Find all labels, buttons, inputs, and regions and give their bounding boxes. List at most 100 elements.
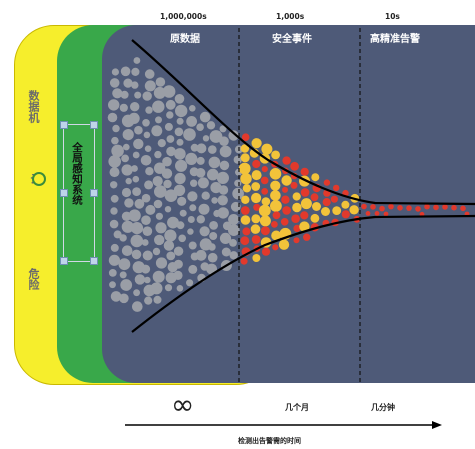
data-dot <box>150 282 163 295</box>
data-dot <box>303 233 311 241</box>
data-dot <box>176 117 184 125</box>
resize-handle[interactable] <box>60 257 68 265</box>
data-dot <box>228 224 240 236</box>
data-dot <box>290 181 298 189</box>
axis-label: 检测出告警需的时间 <box>238 437 301 445</box>
data-dot <box>322 198 331 207</box>
data-dot <box>207 168 219 181</box>
data-dot <box>238 162 251 175</box>
data-dot <box>121 220 134 233</box>
data-dot <box>292 192 301 201</box>
data-dot <box>145 167 154 176</box>
data-dot <box>189 204 197 212</box>
data-dot <box>111 68 119 76</box>
data-dot <box>260 176 269 185</box>
data-dot <box>143 131 151 139</box>
data-dot <box>128 112 140 124</box>
data-dot <box>209 232 218 240</box>
data-dot <box>201 191 210 200</box>
resize-handle[interactable] <box>60 189 68 197</box>
data-dot <box>152 270 165 283</box>
data-dot <box>187 216 195 223</box>
data-dot <box>197 177 209 189</box>
data-dot <box>109 78 120 88</box>
data-dot <box>163 240 175 251</box>
data-dot <box>108 254 120 266</box>
data-dot <box>290 161 299 171</box>
resize-handle[interactable] <box>90 257 98 265</box>
data-dot <box>131 249 142 260</box>
data-dot <box>209 130 223 143</box>
data-dot <box>219 160 230 171</box>
data-dot <box>121 187 132 198</box>
data-dot <box>141 264 151 274</box>
data-dot <box>174 148 186 160</box>
data-dot <box>240 206 250 215</box>
data-dot <box>133 289 141 297</box>
data-dot <box>388 203 394 210</box>
data-dot <box>177 196 187 206</box>
data-dot <box>261 143 273 155</box>
data-dot <box>119 271 127 279</box>
data-dot <box>281 175 292 186</box>
data-dot <box>219 232 232 244</box>
resize-handle[interactable] <box>90 121 98 129</box>
data-dot <box>415 206 421 212</box>
data-dot <box>155 257 168 269</box>
data-dot <box>282 206 291 215</box>
bulb-icon <box>32 172 46 186</box>
data-dot <box>251 170 262 181</box>
data-dot <box>131 165 138 172</box>
data-dot <box>253 203 261 211</box>
data-dot <box>349 205 359 215</box>
data-dot <box>176 285 184 292</box>
data-dot <box>196 143 207 154</box>
data-dot <box>110 243 119 252</box>
data-dot <box>164 229 177 242</box>
data-dot <box>291 214 300 223</box>
resize-handle[interactable] <box>60 121 68 129</box>
selection-frame[interactable] <box>60 121 98 265</box>
data-dot <box>131 67 140 76</box>
data-dot <box>121 164 133 176</box>
data-dot <box>374 211 380 216</box>
data-dot <box>109 281 116 289</box>
data-dot <box>312 202 321 211</box>
data-dot <box>134 91 142 99</box>
data-dot <box>196 215 205 224</box>
data-dot <box>229 251 238 260</box>
data-dot <box>162 85 176 98</box>
data-dot <box>190 179 198 187</box>
data-dot <box>174 172 186 185</box>
data-dot <box>154 185 167 198</box>
data-dot <box>199 226 210 237</box>
data-dot <box>132 301 143 312</box>
data-dot <box>141 193 151 203</box>
data-dot <box>208 243 216 251</box>
data-dot <box>208 156 221 169</box>
data-dot <box>261 166 268 173</box>
data-dot <box>232 187 244 200</box>
data-dot <box>310 193 319 202</box>
data-dot <box>271 221 278 228</box>
data-dot <box>202 135 210 142</box>
data-dot <box>406 205 412 211</box>
yellow-bottom-label: 危险 <box>27 268 40 290</box>
data-dot <box>195 168 206 178</box>
resize-handle[interactable] <box>90 189 98 197</box>
data-dot <box>112 88 123 99</box>
data-dot <box>125 177 132 185</box>
data-dot <box>260 226 270 236</box>
data-dot <box>333 184 340 192</box>
data-dot <box>130 222 144 235</box>
data-dot <box>166 135 175 143</box>
data-dot <box>132 175 140 183</box>
data-dot <box>271 230 282 241</box>
data-dot <box>130 234 144 248</box>
label-minutes: 几分钟 <box>371 403 395 412</box>
data-dot <box>155 77 166 87</box>
data-dot <box>230 201 241 212</box>
data-dot <box>108 99 120 111</box>
data-dot <box>280 218 289 226</box>
